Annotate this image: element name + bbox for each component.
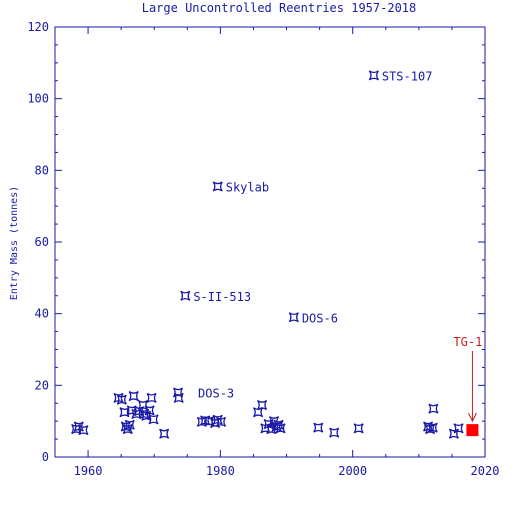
data-point-star <box>146 392 157 403</box>
data-point-star <box>425 424 436 435</box>
data-point-star <box>119 407 130 418</box>
data-point-star <box>116 394 127 405</box>
data-point-star <box>196 416 207 427</box>
data-point-star <box>271 421 282 432</box>
data-marks <box>71 70 479 439</box>
axes: 0 20 40 60 80 100 120 1960 1980 2000 2020 <box>27 20 499 478</box>
data-point-star <box>212 181 223 192</box>
annotation-label: TG-1 <box>453 335 482 349</box>
data-point-star <box>353 423 364 434</box>
y-tick-label: 60 <box>35 235 49 249</box>
annotation-arrowhead <box>467 412 477 423</box>
data-point-star <box>128 391 139 402</box>
point-label: S-II-513 <box>193 290 251 304</box>
data-point-star <box>73 421 84 432</box>
y-tick-label: 80 <box>35 163 49 177</box>
data-point-star <box>448 428 459 439</box>
y-tick-label: 40 <box>35 307 49 321</box>
data-point-star <box>78 425 89 436</box>
point-label: STS-107 <box>382 69 433 83</box>
data-point-star <box>368 70 379 81</box>
y-tick-label: 0 <box>42 450 49 464</box>
plot-frame <box>54 26 486 458</box>
data-point-star <box>159 428 170 439</box>
chart-title: Large Uncontrolled Reentries 1957-2018 <box>142 1 417 15</box>
x-tick-label: 1980 <box>206 464 235 478</box>
data-point-star <box>427 422 438 433</box>
data-point-star <box>148 414 159 425</box>
annotation-label: DOS-3 <box>198 387 234 401</box>
data-point-star <box>253 407 264 418</box>
data-point-star <box>180 290 191 301</box>
data-point-star <box>122 424 133 435</box>
data-point-star <box>137 399 149 411</box>
data-point-star <box>173 392 184 403</box>
y-tick-label: 120 <box>27 20 49 34</box>
data-point-square <box>466 424 479 437</box>
data-point-star <box>288 312 299 323</box>
annotations: S-II-513 Skylab DOS-6 STS-107 DOS-3 TG-1 <box>193 69 482 423</box>
data-point-star <box>453 423 464 434</box>
data-point-star <box>428 403 439 414</box>
data-point-star <box>216 416 227 427</box>
x-tick-label: 2000 <box>338 464 367 478</box>
x-tick-label: 2020 <box>471 464 500 478</box>
data-point-star <box>210 417 221 429</box>
data-point-star <box>257 399 268 411</box>
data-point-star <box>275 423 286 434</box>
y-tick-label: 100 <box>27 92 49 106</box>
point-label: Skylab <box>226 180 269 194</box>
y-axis-label: Entry Mass (tonnes) <box>9 186 20 300</box>
data-point-star <box>329 427 340 438</box>
data-point-star <box>124 419 135 430</box>
y-tick-label: 20 <box>35 378 49 392</box>
data-point-star <box>144 405 155 416</box>
x-tick-label: 1960 <box>74 464 103 478</box>
data-point-star <box>313 422 324 433</box>
point-label: DOS-6 <box>302 311 338 325</box>
